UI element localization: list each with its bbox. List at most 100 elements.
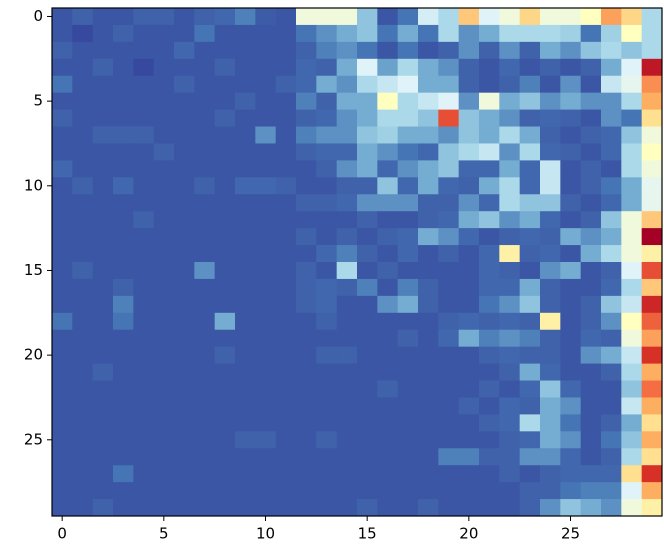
heatmap-cell — [296, 312, 317, 331]
heatmap-cell — [397, 262, 419, 280]
heatmap-cell — [52, 262, 73, 280]
heatmap-cell — [641, 194, 663, 212]
heatmap-cell — [479, 126, 500, 144]
heatmap-cell — [113, 194, 134, 212]
heatmap-cell — [113, 58, 134, 77]
heatmap-cell — [92, 58, 114, 77]
heatmap-cell — [560, 363, 582, 381]
heatmap-cell — [621, 278, 643, 297]
heatmap-cell — [499, 329, 521, 348]
heatmap-cell — [560, 482, 582, 500]
heatmap-cell — [560, 414, 582, 432]
heatmap-cell — [418, 211, 439, 229]
heatmap-cell — [499, 482, 521, 500]
heatmap-cell — [499, 262, 521, 280]
heatmap-cell — [397, 75, 419, 94]
heatmap-cell — [52, 160, 73, 178]
heatmap-cell — [499, 8, 521, 26]
heatmap-cell — [316, 75, 338, 94]
heatmap-cell — [499, 160, 521, 178]
heatmap-cell — [560, 211, 582, 229]
heatmap-cell — [316, 24, 338, 43]
heatmap-cell — [214, 499, 236, 517]
heatmap-cell — [235, 109, 256, 127]
heatmap-cell — [499, 41, 521, 60]
heatmap-cell — [641, 431, 663, 449]
heatmap-cell — [377, 8, 399, 26]
heatmap-cell — [601, 346, 622, 364]
heatmap-cell — [296, 8, 317, 26]
heatmap-cell — [540, 177, 561, 195]
heatmap-cell — [275, 58, 297, 77]
heatmap-cell — [72, 397, 94, 415]
heatmap-cell — [641, 75, 663, 94]
heatmap-cell — [621, 92, 643, 110]
heatmap-cell — [174, 143, 195, 161]
heatmap-cell — [72, 177, 94, 195]
heatmap-cell — [194, 431, 216, 449]
y-tick-label: 0 — [33, 7, 43, 25]
heatmap-cell — [641, 312, 663, 331]
heatmap-cell — [560, 143, 582, 161]
heatmap-cell — [479, 295, 500, 314]
heatmap-cell — [458, 58, 480, 77]
heatmap-cell — [560, 92, 582, 110]
heatmap-cell — [275, 312, 297, 331]
heatmap-cell — [316, 211, 338, 229]
heatmap-cell — [214, 24, 236, 43]
heatmap-cell — [621, 414, 643, 432]
heatmap-cell — [214, 482, 236, 500]
heatmap-cell — [519, 482, 541, 500]
heatmap-cell — [519, 109, 541, 127]
heatmap-cell — [418, 160, 439, 178]
heatmap-cell — [438, 228, 460, 246]
heatmap-cell — [519, 92, 541, 110]
heatmap-cell — [255, 465, 277, 483]
heatmap-cell — [540, 160, 561, 178]
heatmap-cell — [153, 414, 175, 432]
heatmap-cell — [113, 380, 134, 398]
heatmap-cell — [357, 228, 378, 246]
heatmap-cell — [560, 75, 582, 94]
heatmap-cell — [174, 278, 195, 297]
heatmap-cell — [397, 228, 419, 246]
heatmap-cell — [235, 160, 256, 178]
heatmap-cell — [357, 380, 378, 398]
heatmap-cell — [458, 8, 480, 26]
heatmap-cell — [336, 8, 358, 26]
heatmap-cell — [438, 312, 460, 331]
heatmap-cell — [479, 346, 500, 364]
heatmap-cell — [438, 329, 460, 348]
heatmap-cell — [438, 8, 460, 26]
heatmap-cell — [113, 499, 134, 517]
heatmap-cell — [174, 414, 195, 432]
heatmap-cell — [377, 177, 399, 195]
x-tick-label: 15 — [358, 525, 377, 541]
heatmap-cell — [641, 499, 663, 517]
heatmap-cell — [438, 58, 460, 77]
heatmap-cell — [580, 126, 602, 144]
heatmap-cell — [621, 363, 643, 381]
heatmap-cell — [113, 431, 134, 449]
heatmap-cell — [92, 312, 114, 331]
heatmap-cell — [174, 465, 195, 483]
heatmap-cell — [92, 499, 114, 517]
heatmap-cell — [540, 278, 561, 297]
heatmap-cell — [336, 448, 358, 466]
heatmap-cell — [113, 312, 134, 331]
heatmap-cell — [458, 397, 480, 415]
heatmap-cell — [540, 448, 561, 466]
heatmap-cell — [174, 24, 195, 43]
heatmap-cell — [540, 482, 561, 500]
heatmap-cell — [336, 245, 358, 263]
heatmap-cell — [580, 329, 602, 348]
heatmap-cell — [133, 92, 155, 110]
heatmap-cell — [438, 465, 460, 483]
heatmap-cell — [275, 499, 297, 517]
heatmap-cell — [214, 278, 236, 297]
heatmap-cell — [560, 41, 582, 60]
heatmap-cell — [357, 397, 378, 415]
heatmap-cell — [540, 431, 561, 449]
heatmap-cell — [458, 482, 480, 500]
heatmap-cell — [397, 397, 419, 415]
